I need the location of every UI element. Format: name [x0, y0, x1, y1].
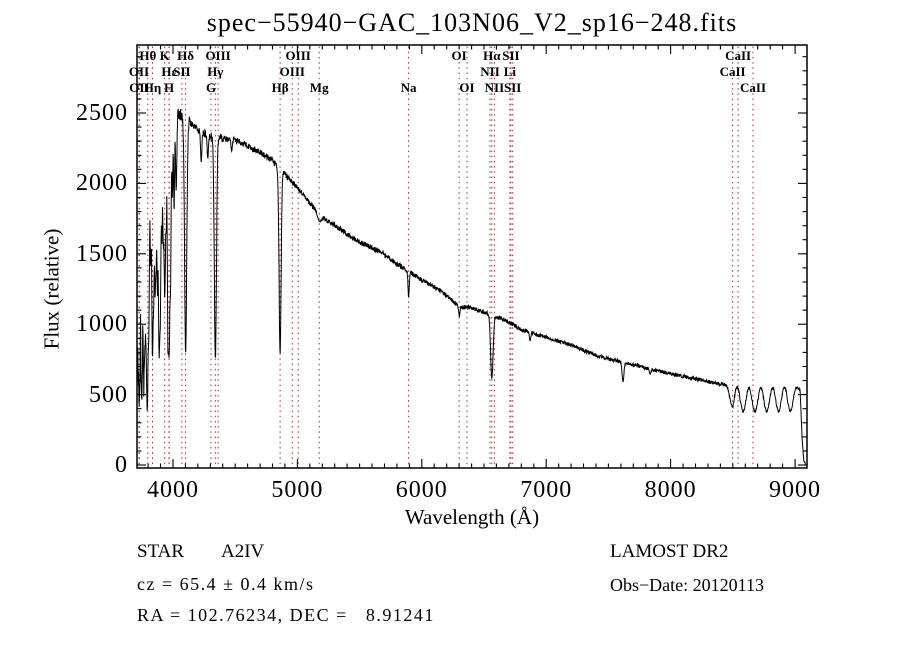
spectral-line-label: Hθ: [139, 48, 157, 63]
x-tick-label: 9000: [769, 477, 822, 503]
spectral-line-label: SII: [504, 80, 522, 95]
x-tick-label: 8000: [644, 477, 697, 503]
spectral-line-label: CaII: [739, 80, 767, 95]
spectral-line-label: Mg: [309, 80, 329, 95]
spectral-line-label: Hβ: [271, 80, 289, 95]
x-axis-label: Wavelength (Å): [404, 505, 540, 529]
spectral-line-label: OII: [128, 64, 150, 79]
spectral-line-label: OIII: [285, 48, 311, 63]
spectral-line-label: SII: [173, 64, 191, 79]
spectral-line-label: Hα: [483, 48, 501, 63]
y-tick-label: 2500: [76, 100, 128, 126]
spectral-line-label: OI: [459, 80, 475, 95]
spectral-line-label: H: [163, 80, 175, 95]
cz-text: cz = 65.4 ± 0.4 km/s: [137, 574, 315, 594]
spectral-line-label: Hγ: [207, 64, 224, 79]
survey-text: LAMOST DR2: [610, 541, 729, 562]
spectral-line-label: OI: [451, 48, 467, 63]
star-class-text: STAR A2IV: [137, 541, 265, 562]
spectral-line-label: K: [159, 48, 170, 63]
spectral-line-label: Li: [503, 64, 517, 79]
y-tick-label: 1000: [76, 311, 128, 338]
spectral-line-label: G: [205, 80, 217, 95]
spectral-line-label: Na: [400, 80, 417, 95]
spectral-line-label: OIII: [279, 64, 305, 79]
spectral-line-label: OII: [129, 80, 150, 95]
spectral-line-label: NII: [484, 80, 505, 95]
spectral-line-label: OIII: [205, 48, 231, 63]
y-tick-label: 500: [89, 381, 128, 408]
spectral-line-label: Hε: [161, 64, 178, 79]
y-tick-label: 1500: [76, 240, 128, 267]
spectral-line-label: Hη: [143, 80, 162, 95]
spectral-line-label: CaII: [719, 64, 746, 79]
x-tick-label: 5000: [271, 477, 324, 503]
x-tick-label: 4000: [146, 477, 199, 503]
obs-date-text: Obs−Date: 20120113: [610, 575, 764, 595]
spectral-line-label: NII: [480, 64, 500, 79]
plot-title: spec−55940−GAC_103N06_V2_sp16−248.fits: [206, 8, 738, 37]
y-tick-label: 2000: [76, 170, 128, 197]
x-tick-label: 6000: [395, 477, 448, 503]
spectral-line-label: CaII: [725, 48, 752, 63]
spectral-line-label: Hδ: [177, 48, 195, 63]
radec-text: RA = 102.76234, DEC = 8.91241: [137, 605, 435, 625]
y-tick-label: 0: [115, 452, 128, 479]
spectral-line-label: SII: [502, 48, 520, 63]
x-tick-label: 7000: [520, 477, 573, 503]
